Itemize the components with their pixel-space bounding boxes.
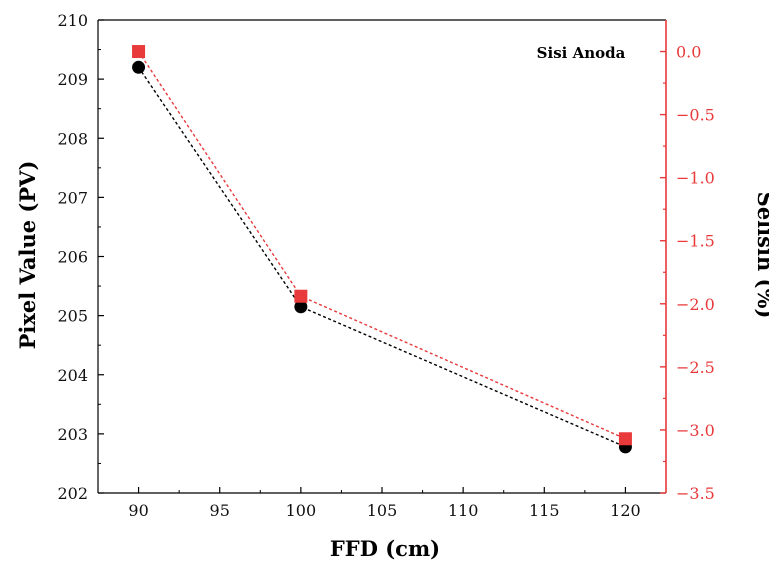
series-line-selisih — [137, 51, 626, 440]
y-left-tick-label: 207 — [57, 188, 88, 207]
y-right-tick-label: −3.0 — [676, 421, 715, 440]
series-lines — [137, 51, 626, 448]
point-selisih — [132, 45, 146, 59]
y-right-tick-label: −1.5 — [676, 232, 715, 251]
y-left-tick-label: 204 — [57, 366, 88, 385]
x-tick-label: 115 — [529, 501, 560, 520]
tick-marks — [98, 19, 666, 494]
x-axis-title: FFD (cm) — [330, 536, 440, 561]
x-tick-label: 100 — [286, 501, 317, 520]
y-axis-left-title: Pixel Value (PV) — [15, 161, 40, 350]
point-pixel-value — [294, 300, 308, 314]
x-tick-label: 90 — [128, 501, 148, 520]
point-selisih — [294, 289, 308, 303]
y-left-tick-label: 206 — [57, 248, 88, 267]
y-axis-right-title: Selisih (%) — [753, 192, 769, 319]
y-right-tick-label: −3.5 — [676, 484, 715, 503]
x-tick-label: 110 — [448, 501, 479, 520]
series-markers — [132, 45, 632, 454]
y-left-tick-label: 209 — [57, 70, 88, 89]
y-left-tick-label: 210 — [57, 11, 88, 30]
y-right-tick-label: −2.5 — [676, 358, 715, 377]
tick-labels: 90 95 100 105 110 115 120 202 203 204 205 206 207 208… — [57, 11, 714, 520]
y-left-tick-label: 202 — [57, 484, 88, 503]
y-left-tick-label: 205 — [57, 307, 88, 326]
y-right-tick-label: −0.5 — [676, 106, 715, 125]
x-tick-label: 120 — [610, 501, 641, 520]
y-right-tick-label: 0.0 — [676, 43, 701, 62]
series-line-pixel-value — [137, 66, 626, 448]
annotation-sisi-anoda: Sisi Anoda — [537, 44, 626, 62]
y-right-tick-label: −2.0 — [676, 295, 715, 314]
x-tick-label: 95 — [210, 501, 230, 520]
x-tick-label: 105 — [367, 501, 398, 520]
plot-axes — [97, 19, 667, 494]
y-left-tick-label: 203 — [57, 425, 88, 444]
y-left-tick-label: 208 — [57, 129, 88, 148]
y-right-tick-label: −1.0 — [676, 169, 715, 188]
point-selisih — [618, 432, 632, 446]
point-pixel-value — [132, 60, 146, 74]
